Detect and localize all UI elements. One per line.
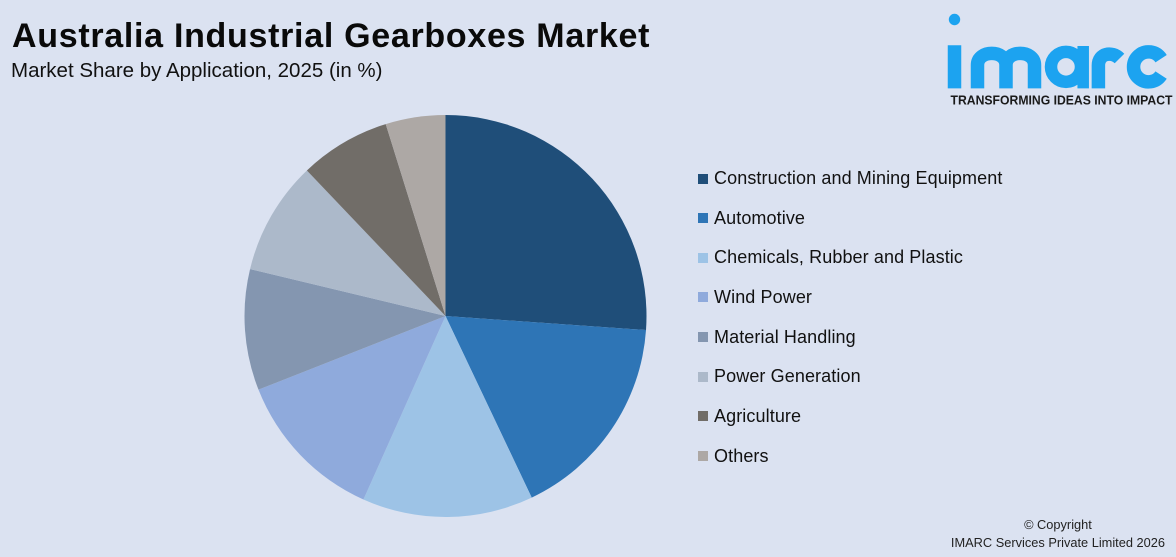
svg-text:TRANSFORMING IDEAS INTO IMPACT: TRANSFORMING IDEAS INTO IMPACT bbox=[951, 93, 1173, 108]
